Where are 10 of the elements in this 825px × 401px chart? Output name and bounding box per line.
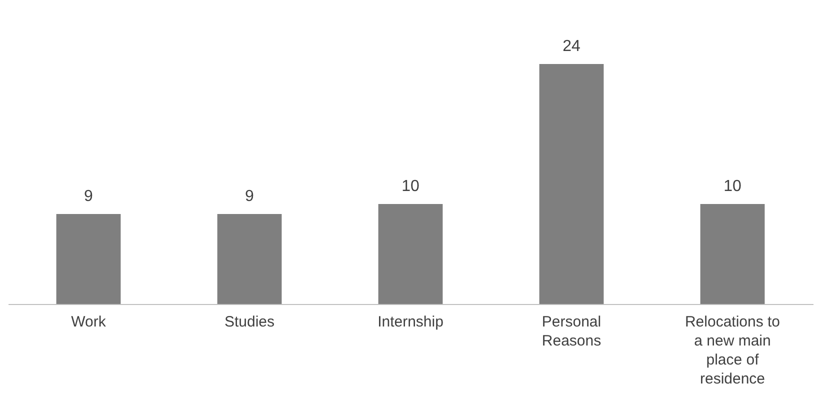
data-label: 24 <box>562 38 580 55</box>
data-label: 10 <box>402 178 420 195</box>
x-tick-label: Studies <box>224 314 275 330</box>
x-tick-label: Personal Reasons <box>542 314 602 350</box>
data-label: 9 <box>245 188 254 205</box>
data-label: 10 <box>724 178 742 195</box>
x-tick-label: Work <box>71 314 106 330</box>
x-tick-label: Relocations to a new main place of residence <box>684 314 780 388</box>
x-tick-label: Internship <box>378 314 444 330</box>
data-label: 9 <box>84 188 94 205</box>
